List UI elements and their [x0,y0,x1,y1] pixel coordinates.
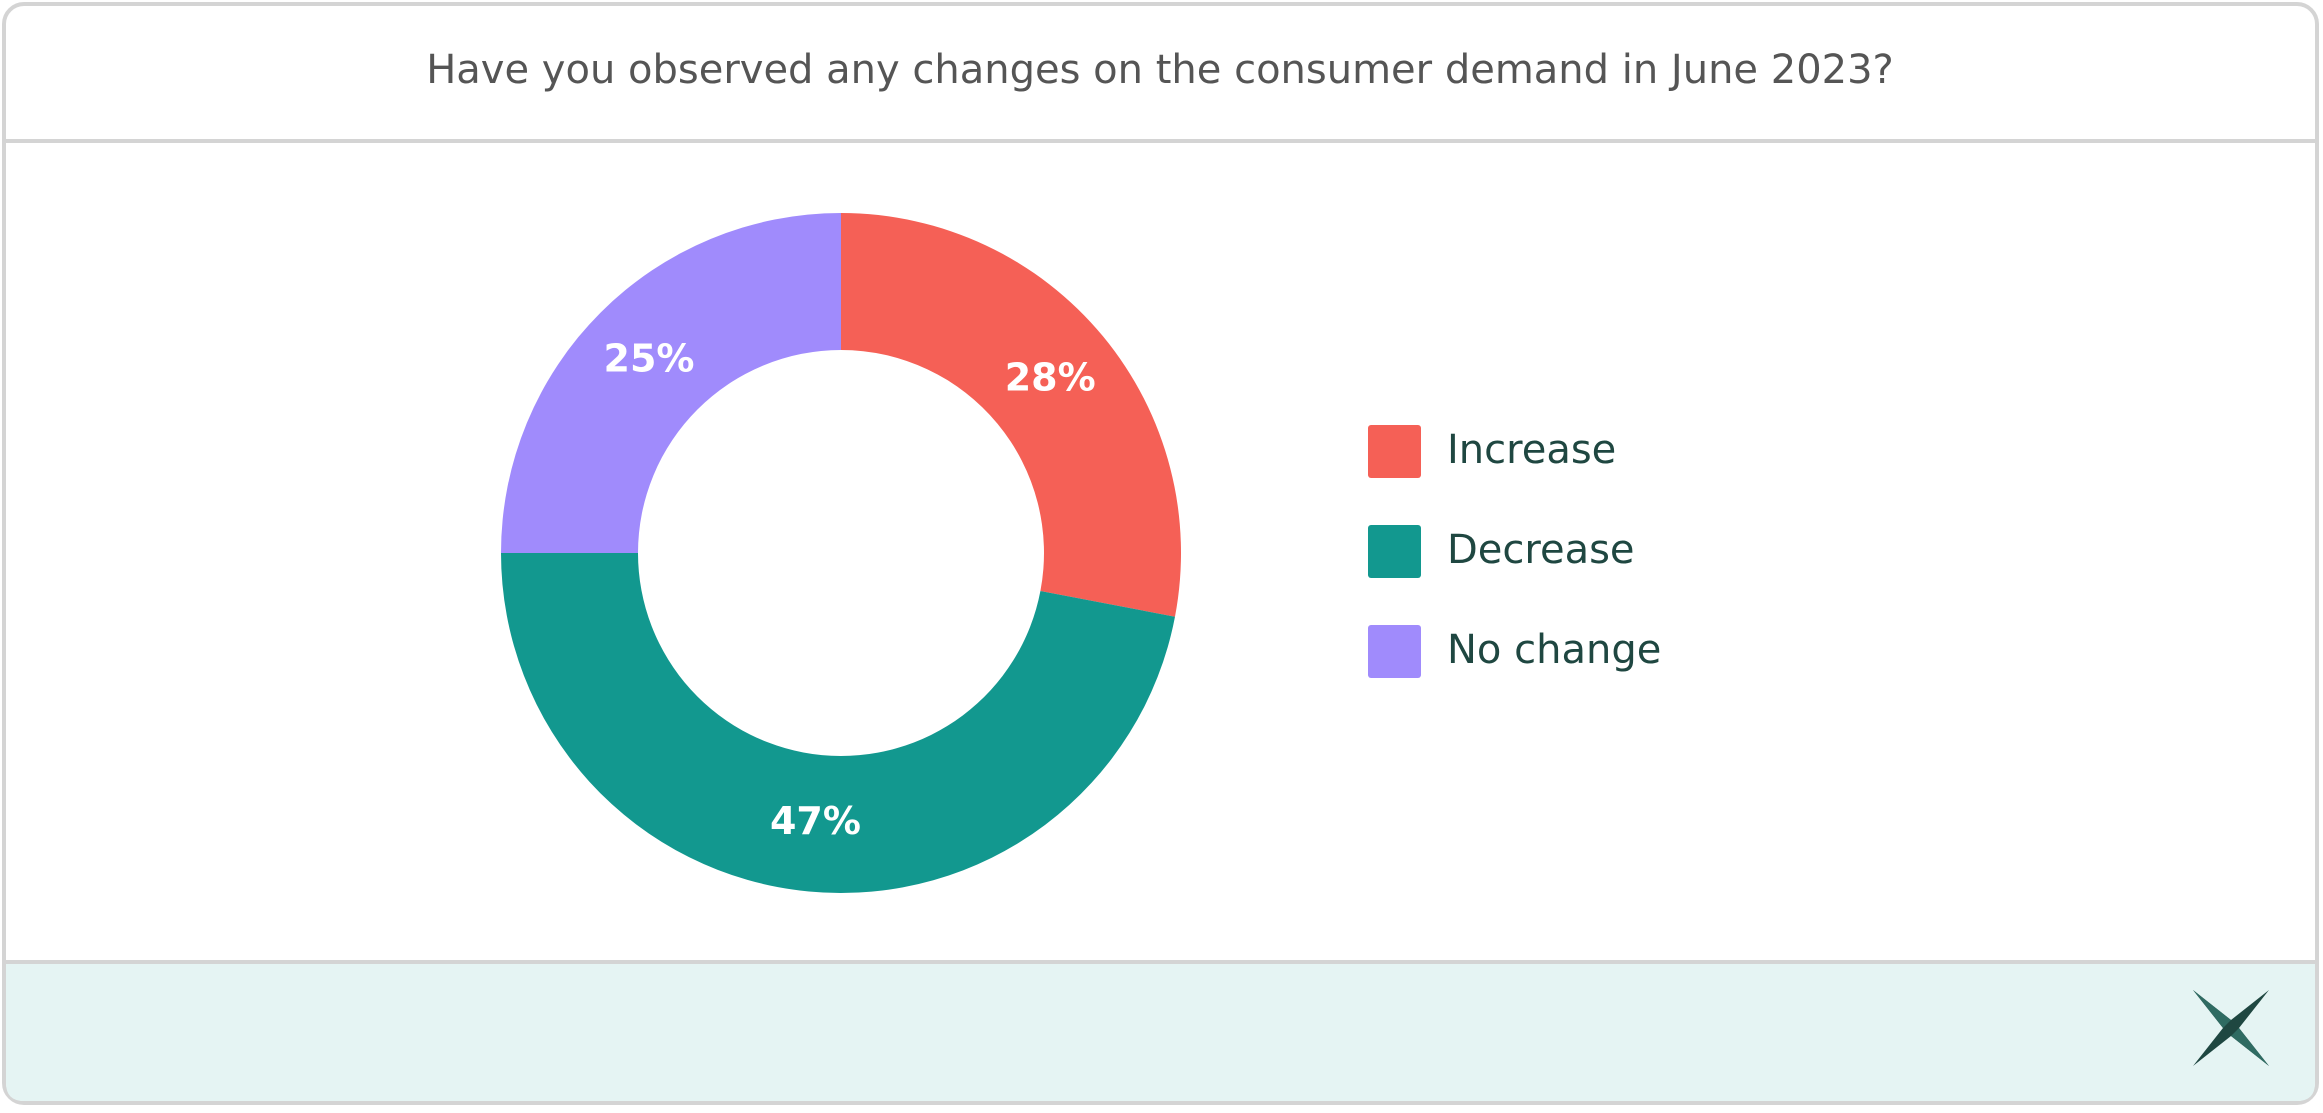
slice-label: 28% [1005,355,1096,399]
legend-swatch [1368,525,1421,578]
chart-title: Have you observed any changes on the con… [426,47,1894,93]
donut-slice [841,213,1181,617]
slice-label: 47% [770,799,861,843]
legend-label: Decrease [1447,527,1635,573]
legend-swatch [1368,625,1421,678]
donut-slice [501,553,1175,894]
legend-label: No change [1447,627,1661,673]
slice-label: 25% [604,337,695,381]
footer-band [6,962,2315,1101]
donut-slice [501,213,841,553]
logo [2193,990,2269,1066]
legend-label: Increase [1447,427,1616,473]
legend-swatch [1368,425,1421,478]
